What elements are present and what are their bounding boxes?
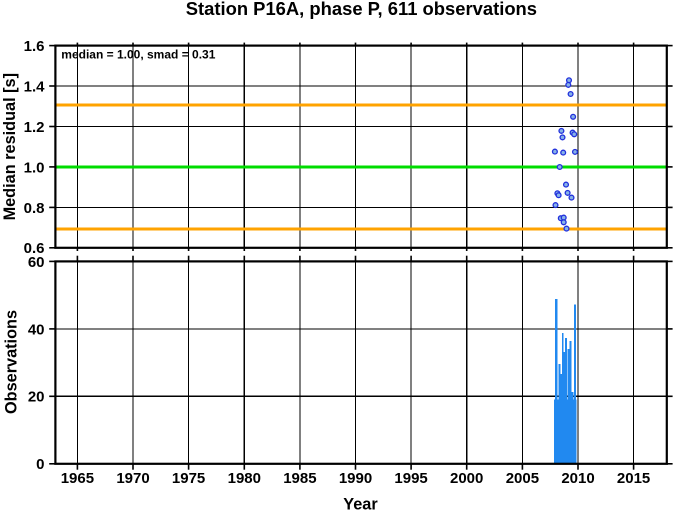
svg-text:0: 0 — [36, 456, 44, 473]
svg-text:1995: 1995 — [394, 470, 427, 487]
svg-text:1970: 1970 — [116, 470, 149, 487]
svg-text:0.8: 0.8 — [24, 200, 45, 217]
svg-text:2015: 2015 — [617, 470, 650, 487]
svg-text:1.6: 1.6 — [24, 38, 45, 55]
svg-text:40: 40 — [28, 321, 45, 338]
svg-text:1990: 1990 — [339, 470, 372, 487]
svg-text:Observations: Observations — [2, 310, 20, 414]
svg-text:2000: 2000 — [450, 470, 483, 487]
svg-text:1.4: 1.4 — [24, 78, 46, 95]
svg-text:median = 1.00, smad = 0.31: median = 1.00, smad = 0.31 — [61, 47, 215, 61]
svg-text:0.6: 0.6 — [24, 240, 45, 257]
svg-text:2005: 2005 — [506, 470, 539, 487]
svg-text:60: 60 — [28, 254, 45, 271]
svg-text:1.0: 1.0 — [24, 159, 45, 176]
svg-text:Median residual [s]: Median residual [s] — [1, 73, 19, 220]
svg-text:2010: 2010 — [561, 470, 594, 487]
svg-text:1985: 1985 — [283, 470, 316, 487]
svg-text:Year: Year — [343, 495, 378, 511]
svg-text:Station P16A, phase P, 611 obs: Station P16A, phase P, 611 observations — [186, 0, 537, 19]
svg-text:20: 20 — [28, 389, 45, 406]
svg-text:1980: 1980 — [228, 470, 261, 487]
svg-text:1.2: 1.2 — [24, 119, 45, 136]
svg-text:1975: 1975 — [172, 470, 205, 487]
svg-text:1965: 1965 — [61, 470, 94, 487]
